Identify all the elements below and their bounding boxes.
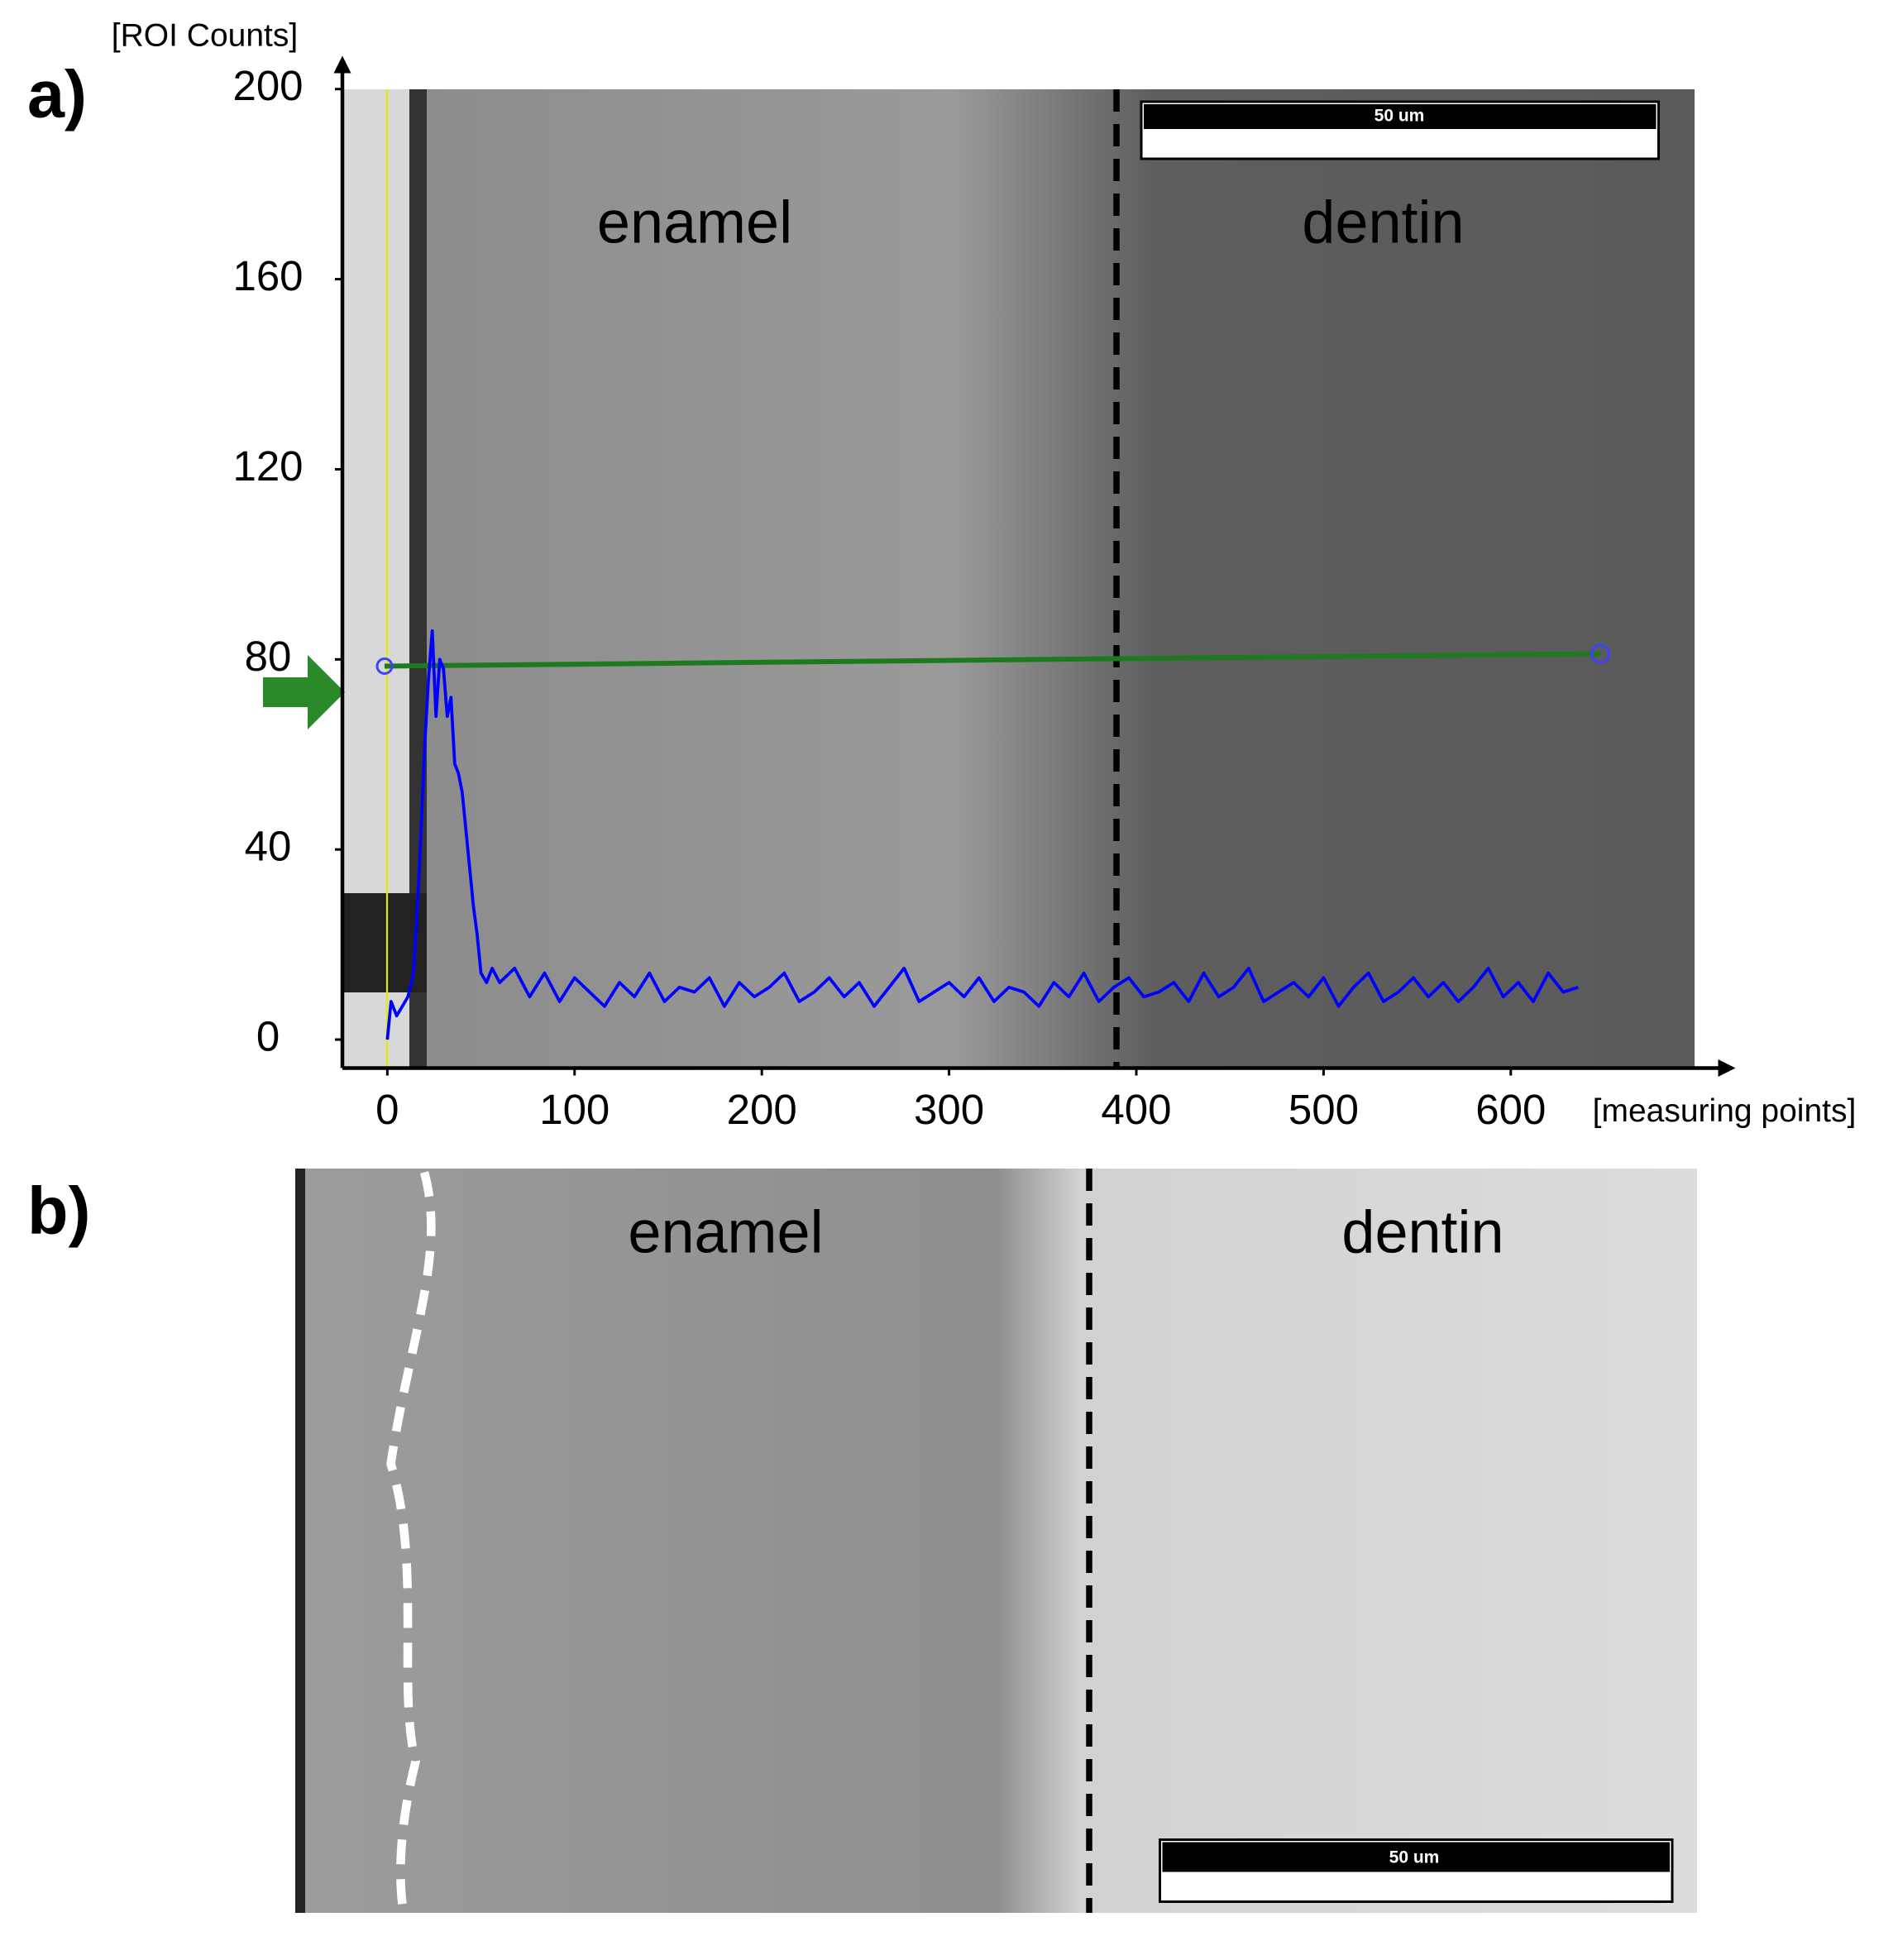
y-tick-label: 160 (232, 252, 303, 299)
scale-bar-label: 50 um (1374, 107, 1425, 126)
y-tick-label: 200 (232, 62, 303, 109)
panel-label: a) (27, 57, 87, 131)
y-tick-label: 120 (232, 442, 303, 490)
axes: 0 40 80 120 160 200 0 100 200 300 400 500 600 (232, 55, 1736, 1133)
scale-bar-label: 50 um (1389, 1848, 1440, 1867)
panel-label: b) (27, 1174, 90, 1248)
y-axis-arrow (333, 55, 351, 74)
scan-end (1590, 643, 1610, 664)
edge-dark (295, 1169, 305, 1913)
region-label: enamel (597, 190, 792, 256)
y-tick-label: 80 (245, 633, 292, 680)
sem-image (295, 1169, 1697, 1913)
y-tick-label: 40 (245, 823, 292, 870)
region-label: enamel (628, 1200, 823, 1266)
x-tick-label: 600 (1475, 1086, 1546, 1133)
scale-bar-fill (1162, 1842, 1670, 1872)
x-tick-label: 300 (914, 1086, 984, 1133)
x-tick-label: 400 (1101, 1086, 1171, 1133)
arrow-indicator (263, 655, 345, 729)
x-tick-label: 100 (539, 1086, 610, 1133)
x-axis-arrow (1718, 1059, 1736, 1077)
data-line (385, 629, 1579, 1040)
boundary-line (386, 1171, 436, 1911)
scale-bar-fill (1144, 104, 1657, 129)
x-axis-label: [measuring points] (1593, 1093, 1857, 1129)
y-axis-label: [ROI Counts] (112, 17, 298, 53)
x-tick-label: 500 (1288, 1086, 1359, 1133)
x-tick-label: 200 (727, 1086, 797, 1133)
sem-image (342, 89, 1695, 1069)
y-tick-label: 0 (256, 1012, 280, 1059)
region-label: dentin (1302, 190, 1464, 256)
scan-line (384, 651, 1601, 669)
scan-start (375, 657, 394, 675)
region-label: dentin (1341, 1200, 1504, 1266)
x-tick-label: 0 (375, 1086, 399, 1133)
